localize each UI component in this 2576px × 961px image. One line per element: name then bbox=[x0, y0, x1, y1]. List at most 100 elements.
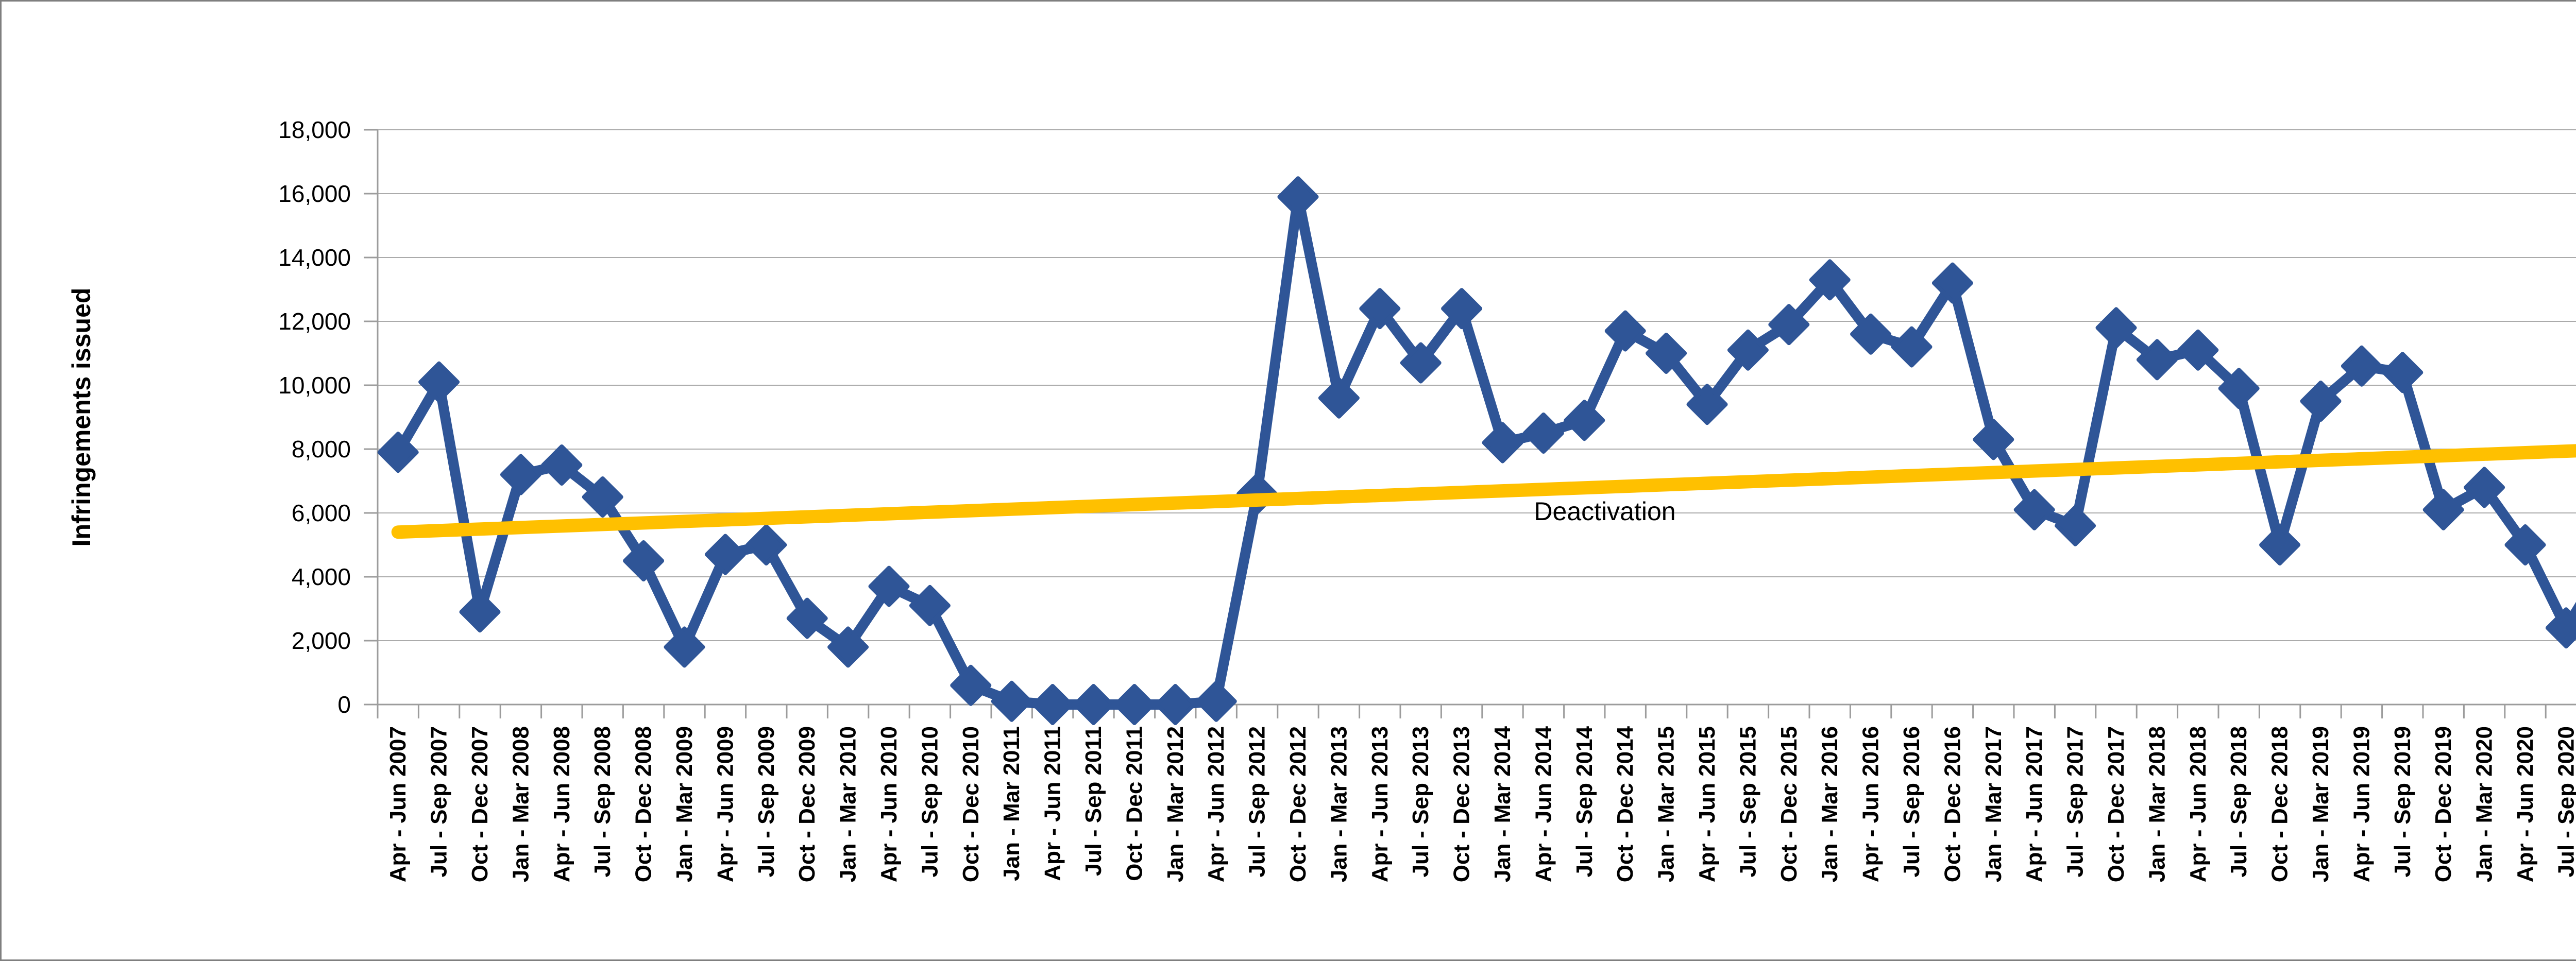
data-point-marker bbox=[1973, 419, 2014, 460]
data-point-marker bbox=[1195, 680, 1237, 722]
y-tick-label: 18,000 bbox=[278, 116, 351, 143]
x-category-label: Jan - Mar 2017 bbox=[1981, 726, 2006, 882]
data-point-marker bbox=[1277, 176, 1319, 218]
data-point-marker bbox=[2095, 307, 2137, 349]
x-category-label: Oct - Dec 2010 bbox=[958, 726, 984, 882]
x-category-label: Oct - Dec 2019 bbox=[2431, 726, 2456, 882]
data-point-marker bbox=[2177, 329, 2219, 371]
x-category-label: Apr - Jun 2012 bbox=[1204, 726, 1229, 882]
data-point-marker bbox=[2300, 381, 2342, 422]
x-category-label: Jul - Sep 2013 bbox=[1408, 726, 1433, 877]
x-category-label: Jul - Sep 2010 bbox=[917, 726, 942, 877]
x-category-label: Apr - Jun 2019 bbox=[2349, 726, 2374, 882]
x-category-label: Apr - Jun 2014 bbox=[1531, 726, 1556, 882]
data-point-marker bbox=[1646, 333, 1687, 374]
x-category-label: Jul - Sep 2014 bbox=[1572, 726, 1597, 877]
data-point-marker bbox=[2259, 524, 2301, 565]
data-point-marker bbox=[1604, 310, 1646, 352]
y-tick-label: 4,000 bbox=[292, 563, 351, 590]
data-point-marker bbox=[1686, 384, 1728, 425]
data-point-marker bbox=[1400, 342, 1442, 384]
y-tick-label: 2,000 bbox=[292, 627, 351, 654]
x-category-label: Jan - Mar 2016 bbox=[1817, 726, 1842, 882]
x-category-label: Apr - Jun 2008 bbox=[549, 726, 574, 882]
data-point-marker bbox=[2422, 489, 2464, 530]
x-category-label: Jan - Mar 2018 bbox=[2144, 726, 2170, 882]
x-category-label: Apr - Jun 2018 bbox=[2185, 726, 2211, 882]
data-point-marker bbox=[2218, 368, 2260, 409]
data-point-marker bbox=[827, 626, 869, 668]
data-point-marker bbox=[2464, 467, 2505, 508]
data-point-marker bbox=[2382, 352, 2424, 393]
x-category-label: Jan - Mar 2019 bbox=[2308, 726, 2333, 882]
x-category-label: Apr - Jun 2013 bbox=[1367, 726, 1393, 882]
x-category-label: Apr - Jun 2010 bbox=[876, 726, 902, 882]
data-point-marker bbox=[582, 476, 623, 518]
data-point-marker bbox=[1809, 259, 1851, 301]
deactivation-annotation: Deactivation bbox=[1534, 496, 1676, 526]
y-tick-label: 10,000 bbox=[278, 372, 351, 399]
x-category-label: Jan - Mar 2012 bbox=[1163, 726, 1188, 882]
x-category-label: Jan - Mar 2013 bbox=[1326, 726, 1351, 882]
data-point-marker bbox=[1359, 288, 1401, 330]
x-category-label: Jan - Mar 2011 bbox=[999, 726, 1024, 881]
data-point-marker bbox=[2136, 339, 2178, 381]
x-category-label: Jul - Sep 2007 bbox=[427, 726, 452, 877]
x-category-label: Jul - Sep 2009 bbox=[754, 726, 779, 877]
data-point-marker bbox=[950, 664, 992, 706]
x-category-label: Oct - Dec 2013 bbox=[1449, 726, 1475, 882]
y-tick-label: 12,000 bbox=[278, 308, 351, 335]
data-point-marker bbox=[2055, 505, 2096, 546]
x-category-label: Apr - Jun 2017 bbox=[2022, 726, 2047, 882]
y-tick-label: 16,000 bbox=[278, 180, 351, 207]
y-tick-label: 14,000 bbox=[278, 244, 351, 271]
data-point-marker bbox=[1891, 326, 1933, 368]
data-point-marker bbox=[1113, 684, 1155, 725]
x-category-label: Oct - Dec 2016 bbox=[1940, 726, 1965, 882]
data-point-marker bbox=[2341, 345, 2382, 387]
data-point-marker bbox=[786, 597, 828, 639]
data-point-marker bbox=[1482, 422, 1523, 464]
x-category-label: Oct - Dec 2012 bbox=[1285, 726, 1311, 882]
x-category-label: Apr - Jun 2007 bbox=[385, 726, 411, 882]
data-point-marker bbox=[1768, 304, 1810, 346]
x-category-label: Apr - Jun 2009 bbox=[713, 726, 738, 882]
data-point-marker bbox=[541, 444, 583, 486]
x-category-label: Jan - Mar 2015 bbox=[1654, 726, 1679, 882]
x-category-label: Jul - Sep 2019 bbox=[2390, 726, 2415, 877]
x-category-label: Oct - Dec 2009 bbox=[794, 726, 820, 882]
trend-line bbox=[391, 444, 2576, 539]
x-category-label: Oct - Dec 2017 bbox=[2104, 726, 2129, 882]
x-category-label: Jul - Sep 2017 bbox=[2063, 726, 2088, 877]
x-category-label: Apr - Jun 2011 bbox=[1040, 726, 1065, 881]
data-point-marker bbox=[1850, 313, 1892, 355]
data-point-marker bbox=[1441, 288, 1483, 330]
data-point-marker bbox=[704, 534, 746, 575]
data-point-marker bbox=[1727, 329, 1769, 371]
data-point-marker bbox=[909, 585, 951, 626]
x-category-label: Oct - Dec 2011 bbox=[1122, 726, 1147, 881]
x-category-label: Jan - Mar 2010 bbox=[836, 726, 861, 882]
x-category-label: Oct - Dec 2008 bbox=[631, 726, 656, 882]
x-category-label: Oct - Dec 2014 bbox=[1613, 726, 1638, 882]
data-point-marker bbox=[623, 540, 665, 581]
x-category-label: Apr - Jun 2016 bbox=[1858, 726, 1884, 882]
data-point-marker bbox=[377, 432, 419, 473]
x-category-label: Jan - Mar 2008 bbox=[508, 726, 533, 882]
data-point-marker bbox=[1073, 684, 1114, 725]
x-category-label: Jul - Sep 2011 bbox=[1081, 726, 1106, 876]
data-point-marker bbox=[418, 361, 460, 403]
x-category-label: Jul - Sep 2012 bbox=[1245, 726, 1270, 877]
x-category-label: Apr - Jun 2020 bbox=[2513, 726, 2538, 882]
x-category-label: Jul - Sep 2008 bbox=[590, 726, 615, 877]
x-category-label: Oct - Dec 2015 bbox=[1776, 726, 1802, 882]
x-category-label: Jan - Mar 2009 bbox=[672, 726, 697, 882]
data-point-marker bbox=[1032, 684, 1074, 725]
x-category-label: Oct - Dec 2018 bbox=[2267, 726, 2293, 882]
x-category-label: Jul - Sep 2020 bbox=[2553, 726, 2576, 877]
data-point-marker bbox=[1318, 377, 1360, 419]
data-point-marker bbox=[1564, 400, 1605, 441]
x-category-label: Jul - Sep 2018 bbox=[2226, 726, 2251, 877]
data-point-marker bbox=[1155, 684, 1196, 725]
